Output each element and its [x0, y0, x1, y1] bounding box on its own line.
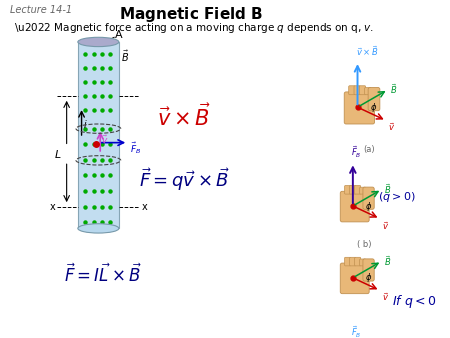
Text: $\vec{F} = q\vec{v} \times \vec{B}$: $\vec{F} = q\vec{v} \times \vec{B}$ [139, 167, 230, 193]
FancyBboxPatch shape [345, 257, 351, 266]
FancyBboxPatch shape [355, 257, 361, 266]
Text: $\vec{F} = I\vec{L} \times \vec{B}$: $\vec{F} = I\vec{L} \times \vec{B}$ [64, 264, 142, 286]
Text: A: A [115, 30, 123, 41]
Text: $\vec{v}$: $\vec{v}$ [101, 134, 108, 146]
Text: \u2022 Magnetic force acting on a moving charge $q$ depends on q, $v$.: \u2022 Magnetic force acting on a moving… [14, 21, 374, 34]
Text: $\phi$: $\phi$ [365, 271, 372, 284]
FancyBboxPatch shape [360, 259, 366, 266]
Text: $\vec{v} \times \vec{B}$: $\vec{v} \times \vec{B}$ [157, 103, 211, 130]
FancyBboxPatch shape [340, 191, 369, 222]
Text: $\vec{v}$: $\vec{v}$ [382, 220, 389, 232]
Text: (a): (a) [363, 145, 374, 154]
FancyBboxPatch shape [350, 257, 356, 266]
Text: $i$: $i$ [83, 118, 88, 130]
Text: $(q>0)$: $(q>0)$ [378, 190, 416, 204]
Text: $\vec{B}$: $\vec{B}$ [121, 48, 129, 64]
FancyBboxPatch shape [354, 86, 360, 95]
FancyBboxPatch shape [363, 187, 374, 209]
Ellipse shape [78, 224, 119, 233]
FancyBboxPatch shape [349, 86, 355, 95]
FancyBboxPatch shape [360, 187, 366, 194]
FancyBboxPatch shape [363, 259, 374, 281]
Text: Magnetic Field $\mathbf{B}$: Magnetic Field $\mathbf{B}$ [119, 5, 264, 24]
Polygon shape [78, 42, 119, 228]
Text: x: x [141, 202, 147, 212]
FancyBboxPatch shape [360, 86, 366, 95]
Text: $L$: $L$ [54, 148, 62, 160]
FancyBboxPatch shape [364, 88, 371, 95]
Text: $\vec{F}_B$: $\vec{F}_B$ [351, 324, 361, 338]
FancyBboxPatch shape [340, 263, 369, 294]
FancyBboxPatch shape [355, 186, 361, 194]
Text: $\vec{F}_B$: $\vec{F}_B$ [130, 141, 141, 156]
FancyBboxPatch shape [368, 88, 380, 111]
Text: Lecture 14-1: Lecture 14-1 [10, 5, 72, 15]
Ellipse shape [78, 37, 119, 47]
FancyBboxPatch shape [344, 92, 374, 124]
FancyBboxPatch shape [350, 186, 356, 194]
Text: $\phi$: $\phi$ [369, 101, 377, 114]
Text: $If\ q<0$: $If\ q<0$ [392, 293, 436, 310]
Text: $\phi$: $\phi$ [365, 199, 372, 213]
Text: $\vec{v}$: $\vec{v}$ [382, 291, 389, 304]
Text: ( b): ( b) [357, 240, 371, 249]
Text: x: x [50, 202, 55, 212]
Text: $\vec{F}_B$: $\vec{F}_B$ [351, 144, 361, 160]
FancyBboxPatch shape [345, 186, 351, 194]
Text: $\vec{B}$: $\vec{B}$ [390, 82, 397, 96]
Text: $\vec{B}$: $\vec{B}$ [384, 254, 391, 268]
Text: $\vec{B}$: $\vec{B}$ [384, 182, 391, 196]
Text: $\vec{v} \times \vec{B}$: $\vec{v} \times \vec{B}$ [356, 45, 378, 58]
Text: $\vec{v}$: $\vec{v}$ [388, 122, 396, 134]
